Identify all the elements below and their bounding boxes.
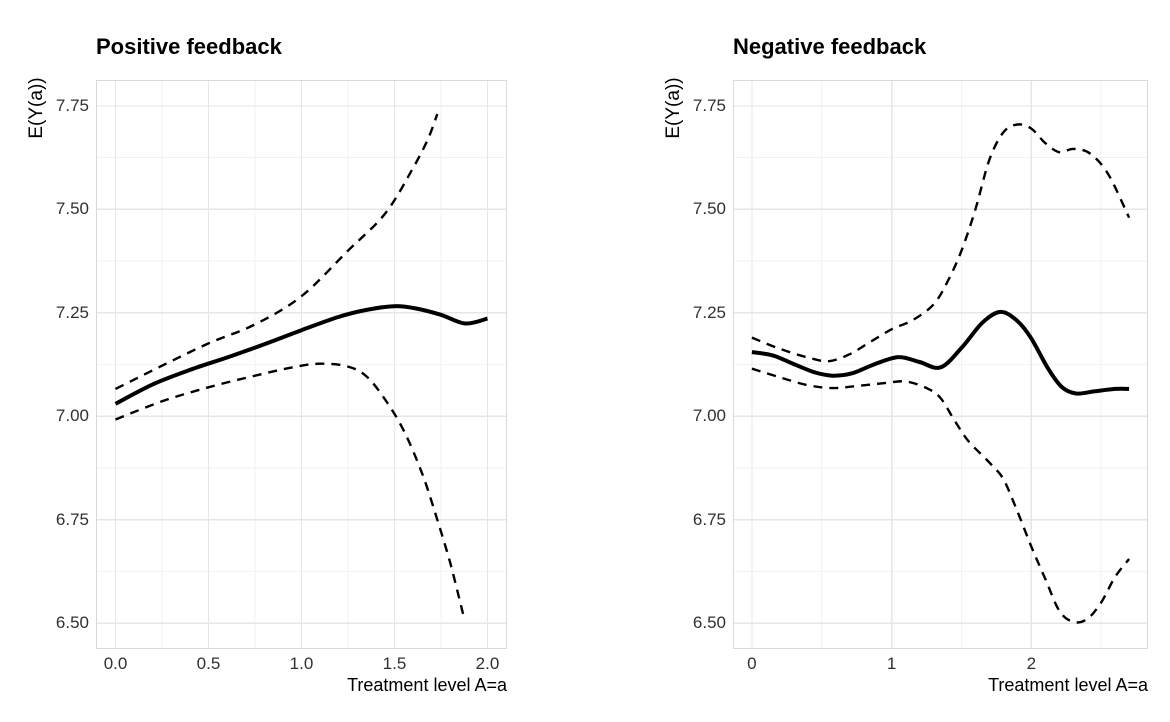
panel-border	[733, 80, 1148, 649]
y-tick-label: 6.75	[55, 509, 89, 529]
x-tick-label: 2.0	[475, 654, 500, 673]
y-tick-label: 7.75	[692, 95, 726, 115]
x-tick-label: 1.0	[289, 654, 314, 673]
panel-title: Positive feedback	[96, 34, 282, 59]
lower_ci-line	[115, 362, 465, 616]
x-tick-label: 1.5	[382, 654, 407, 673]
upper_ci-line	[114, 113, 439, 390]
x-axis-title: Treatment level A=a	[988, 675, 1148, 695]
panel-border	[96, 80, 507, 649]
estimate-line	[751, 309, 1130, 396]
y-tick-label: 7.00	[55, 406, 89, 426]
lower_ci-line	[751, 367, 1131, 624]
y-tick-label: 7.50	[55, 199, 89, 219]
plot-area	[733, 80, 1148, 649]
x-tick-label: 0.0	[103, 654, 128, 673]
x-tick-label: 0	[747, 654, 757, 673]
y-tick-label: 6.50	[55, 613, 89, 633]
x-tick-label: 2	[1026, 654, 1037, 673]
y-tick-label: 6.75	[692, 509, 726, 529]
y-tick-label: 7.00	[692, 406, 726, 426]
y-tick-label: 7.25	[692, 302, 726, 322]
upper_ci-line	[751, 123, 1131, 363]
y-tick-label: 6.50	[692, 613, 726, 633]
estimate-line	[114, 304, 489, 406]
y-tick-label: 7.75	[55, 95, 89, 115]
plot-area	[96, 80, 507, 649]
x-tick-label: 0.5	[196, 654, 221, 673]
x-axis-title: Treatment level A=a	[347, 675, 507, 695]
y-tick-label: 7.50	[692, 199, 726, 219]
y-tick-label: 7.25	[55, 302, 89, 322]
x-tick-label: 1	[886, 654, 897, 673]
panel-title: Negative feedback	[733, 34, 927, 59]
